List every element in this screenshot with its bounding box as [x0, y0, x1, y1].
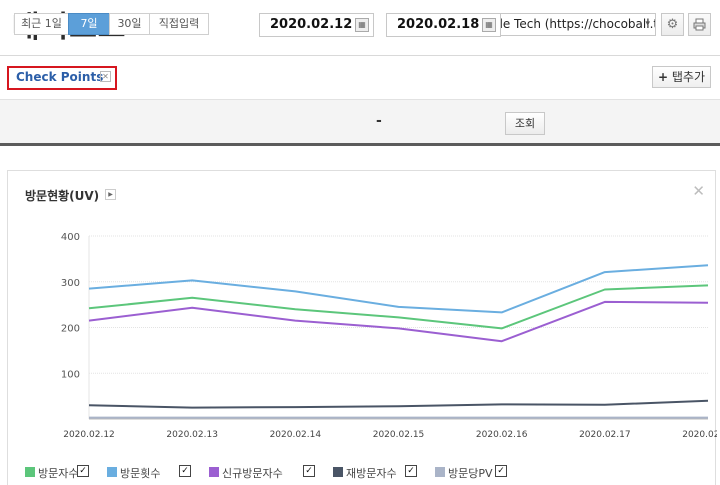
y-tick-label: 400: [61, 232, 80, 243]
x-tick-label: 2020.02.13: [166, 430, 218, 440]
legend-checkbox[interactable]: ✓: [495, 465, 507, 477]
close-icon[interactable]: ✕: [100, 71, 111, 82]
x-tick-label: 2020.02.17: [579, 430, 631, 440]
legend-checkbox[interactable]: ✓: [179, 465, 191, 477]
tab-label: Check Points: [16, 70, 104, 84]
legend-label: 방문횟수: [120, 467, 161, 480]
settings-button[interactable]: ⚙: [661, 13, 684, 36]
arrow-right-icon[interactable]: ▶: [105, 189, 116, 200]
end-date-field[interactable]: 2020.02.18 ▦: [386, 13, 501, 37]
close-icon[interactable]: ✕: [692, 182, 705, 200]
x-tick-label: 2020.02.18: [682, 430, 717, 440]
legend-label: 재방문자수: [346, 467, 397, 480]
period-custom-button[interactable]: 직접입력: [149, 13, 209, 35]
legend-swatch: [333, 467, 343, 477]
legend-swatch: [107, 467, 117, 477]
legend-swatch: [209, 467, 219, 477]
search-button[interactable]: 조회: [505, 112, 545, 135]
legend-checkbox[interactable]: ✓: [303, 465, 315, 477]
calendar-icon[interactable]: ▦: [482, 18, 496, 32]
legend-checkbox[interactable]: ✓: [405, 465, 417, 477]
series-line-4: [88, 399, 709, 409]
widget-title: 방문현황(UV): [25, 189, 100, 203]
add-tab-button[interactable]: + 탭추가: [652, 66, 711, 88]
add-tab-label: 탭추가: [671, 70, 705, 84]
calendar-icon[interactable]: ▦: [355, 18, 369, 32]
series-line-1: [88, 284, 709, 330]
visit-status-widget: 방문현황(UV) ▶ ✕ 400 300 200 100 2020.02.12 2020.…: [7, 170, 717, 485]
line-chart: 400 300 200 100 2020.02.12 2020.02.13 2020.02.…: [61, 232, 717, 440]
plus-icon: +: [657, 70, 669, 84]
legend-label: 방문당PV: [448, 467, 493, 480]
period-7days-button[interactable]: 7일: [68, 13, 110, 35]
chevron-down-icon: ▾: [645, 19, 650, 29]
header-divider: [0, 55, 720, 56]
x-tick-label: 2020.02.16: [476, 430, 528, 440]
legend-swatch: [435, 467, 445, 477]
print-icon: [693, 18, 706, 31]
legend-checkbox[interactable]: ✓: [77, 465, 89, 477]
legend-label: 방문자수: [38, 467, 79, 480]
x-tick-label: 2020.02.14: [270, 430, 322, 440]
legend-swatch: [25, 467, 35, 477]
period-1day-button[interactable]: 최근 1일: [14, 13, 69, 35]
series-line-3: [88, 300, 709, 343]
end-date-value: 2020.02.18: [397, 17, 480, 32]
legend-label: 신규방문자수: [222, 467, 283, 480]
x-tick-label: 2020.02.12: [63, 430, 115, 440]
start-date-value: 2020.02.12: [270, 17, 353, 32]
y-tick-label: 100: [61, 369, 80, 380]
date-separator: -: [376, 113, 382, 129]
tab-check-points[interactable]: Check Points ✕: [7, 66, 117, 90]
y-tick-label: 200: [61, 324, 80, 335]
gear-icon: ⚙: [666, 17, 679, 32]
period-30days-button[interactable]: 30일: [109, 13, 150, 35]
y-tick-label: 300: [61, 278, 80, 289]
series-line-2: [88, 264, 709, 314]
print-button[interactable]: [688, 13, 711, 36]
x-tick-label: 2020.02.15: [373, 430, 425, 440]
start-date-field[interactable]: 2020.02.12 ▦: [259, 13, 374, 37]
filter-bar: [0, 99, 720, 146]
